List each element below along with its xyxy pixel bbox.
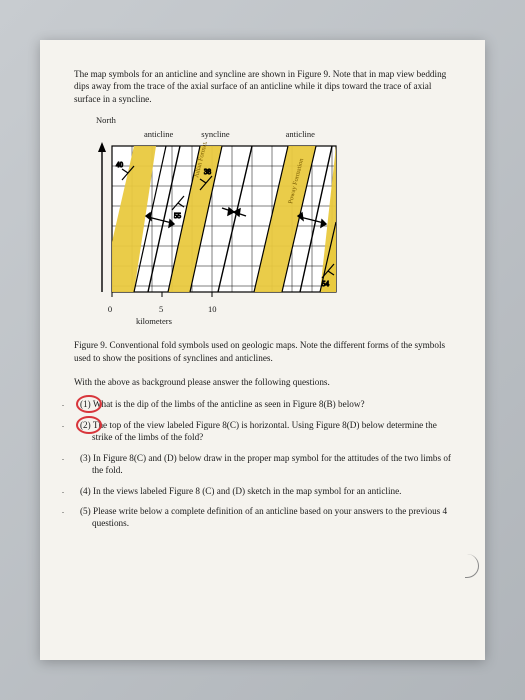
label-anticline-2: anticline xyxy=(286,129,315,140)
scale-ticks: 0 5 10 xyxy=(104,304,451,315)
page-curl-mark xyxy=(465,554,479,578)
tick-0: 0 xyxy=(104,304,116,315)
question-text: (4) In the views labeled Figure 8 (C) an… xyxy=(80,486,401,496)
label-anticline-1: anticline xyxy=(144,129,173,140)
scale-unit: kilometers xyxy=(136,316,451,327)
north-arrow-icon xyxy=(98,142,106,292)
question-text: (2) The top of the view labeled Figure 8… xyxy=(80,420,437,442)
question-text: (1) What is the dip of the limbs of the … xyxy=(80,399,365,409)
question-2: .(2) The top of the view labeled Figure … xyxy=(80,419,451,444)
question-3: .(3) In Figure 8(C) and (D) below draw i… xyxy=(80,452,451,477)
figure-caption: Figure 9. Conventional fold symbols used… xyxy=(74,339,451,364)
tick-5: 5 xyxy=(118,304,204,315)
figure-9: North anticline syncline anticline xyxy=(94,115,451,327)
svg-text:55: 55 xyxy=(174,212,182,220)
question-4: .(4) In the views labeled Figure 8 (C) a… xyxy=(80,485,451,497)
svg-text:38: 38 xyxy=(204,168,212,176)
document-page: The map symbols for an anticline and syn… xyxy=(40,40,485,660)
svg-text:40: 40 xyxy=(116,161,124,169)
tick-10: 10 xyxy=(206,304,218,315)
question-list: .(1) What is the dip of the limbs of the… xyxy=(74,398,451,529)
question-text: (5) Please write below a complete defini… xyxy=(80,506,447,528)
svg-text:54: 54 xyxy=(322,280,330,288)
question-text: (3) In Figure 8(C) and (D) below draw in… xyxy=(80,453,451,475)
geologic-map-svg: 40 55 38 54 Julian Formation Poway Forma… xyxy=(94,142,344,302)
label-syncline: syncline xyxy=(201,129,229,140)
north-label: North xyxy=(96,115,451,126)
fold-type-labels: anticline syncline anticline xyxy=(144,129,451,140)
question-5: .(5) Please write below a complete defin… xyxy=(80,505,451,530)
lead-text: With the above as background please answ… xyxy=(74,376,451,388)
intro-paragraph: The map symbols for an anticline and syn… xyxy=(74,68,451,105)
question-1: .(1) What is the dip of the limbs of the… xyxy=(80,398,451,410)
